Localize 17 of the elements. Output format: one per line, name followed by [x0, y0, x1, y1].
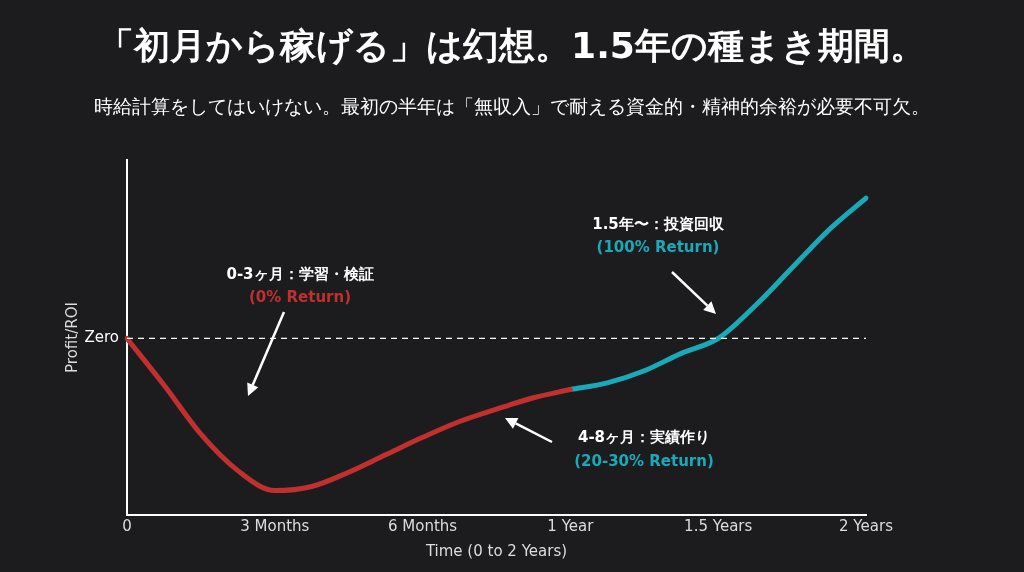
x-tick-label: 3 Months	[240, 516, 310, 535]
annotation: (20-30% Return)	[574, 452, 714, 470]
y-axis-title: Profit/ROI	[62, 302, 81, 373]
chart-title: 「初月から稼げる」は幻想。1.5年の種まき期間。	[97, 24, 927, 68]
annotation: (100% Return)	[596, 238, 720, 256]
annotation: 0-3ヶ月：学習・検証	[226, 265, 374, 284]
annotation: (0% Return)	[248, 288, 352, 306]
x-tick-label: 6 Months	[388, 516, 458, 535]
x-axis-title: Time (0 to 2 Years)	[424, 541, 568, 560]
annotation: 1.5年〜：投資回収	[592, 215, 724, 234]
x-tick-label: 0	[122, 516, 132, 535]
chart-subtitle: 時給計算をしてはいけない。最初の半年は「無収入」で耐える資金的・精神的余裕が必要不可欠。	[93, 94, 931, 119]
x-tick-label: 2 Years	[839, 516, 894, 535]
annotation: 4-8ヶ月：実績作り	[577, 428, 711, 447]
x-tick-label: 1.5 Years	[684, 516, 753, 535]
x-tick-label: 1 Year	[547, 516, 595, 535]
ref-line-label: Zero	[84, 328, 119, 347]
